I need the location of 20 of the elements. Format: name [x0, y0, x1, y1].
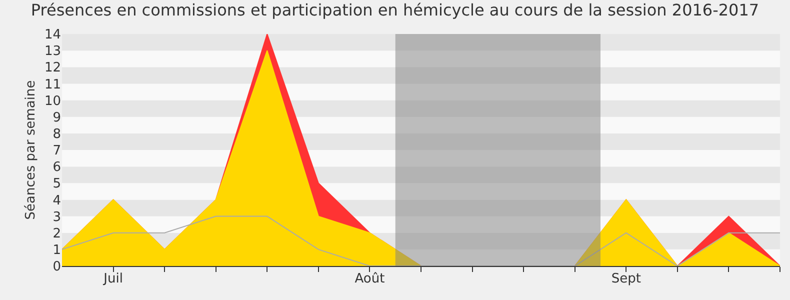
y-tick-label: 2	[52, 226, 61, 242]
y-tick-label: 6	[52, 160, 61, 176]
y-tick-label: 12	[44, 60, 61, 76]
y-tick-label: 3	[52, 210, 61, 225]
y-tick-label: 5	[52, 176, 61, 192]
y-tick-label: 7	[52, 144, 61, 159]
chart-title: Présences en commissions et participation en hémicycle au cours de la session 2016-2017	[30, 0, 760, 20]
x-tick-label: Sept	[611, 272, 641, 287]
y-tick-label: 14	[44, 28, 61, 43]
y-tick-label: 8	[52, 126, 61, 142]
y-axis-title: Séances par semaine	[23, 80, 38, 220]
y-tick-label: 10	[44, 94, 61, 109]
y-tick-label: 13	[44, 44, 61, 60]
y-tick-label: 9	[52, 110, 61, 126]
x-tick-label: Août	[354, 272, 385, 287]
y-tick-label: 0	[52, 260, 61, 275]
y-tick-label: 1	[52, 242, 61, 258]
x-tick-label: Juil	[102, 272, 123, 287]
y-tick-label: 11	[44, 77, 61, 92]
y-tick-label: 4	[52, 193, 61, 208]
